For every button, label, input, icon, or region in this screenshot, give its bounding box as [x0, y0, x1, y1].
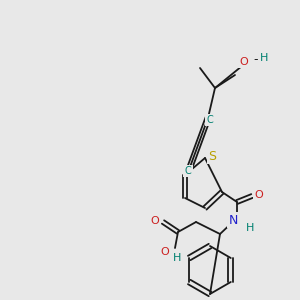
Text: C: C: [184, 166, 191, 176]
Text: H: H: [260, 53, 268, 63]
Text: S: S: [208, 149, 216, 163]
Text: O: O: [151, 216, 159, 226]
Text: H: H: [173, 253, 181, 263]
Text: N: N: [228, 214, 238, 226]
Text: H: H: [246, 223, 254, 233]
Text: O: O: [160, 247, 169, 257]
Text: O: O: [240, 57, 248, 67]
Text: O: O: [255, 190, 263, 200]
Text: C: C: [207, 115, 213, 125]
Text: -: -: [254, 53, 258, 67]
